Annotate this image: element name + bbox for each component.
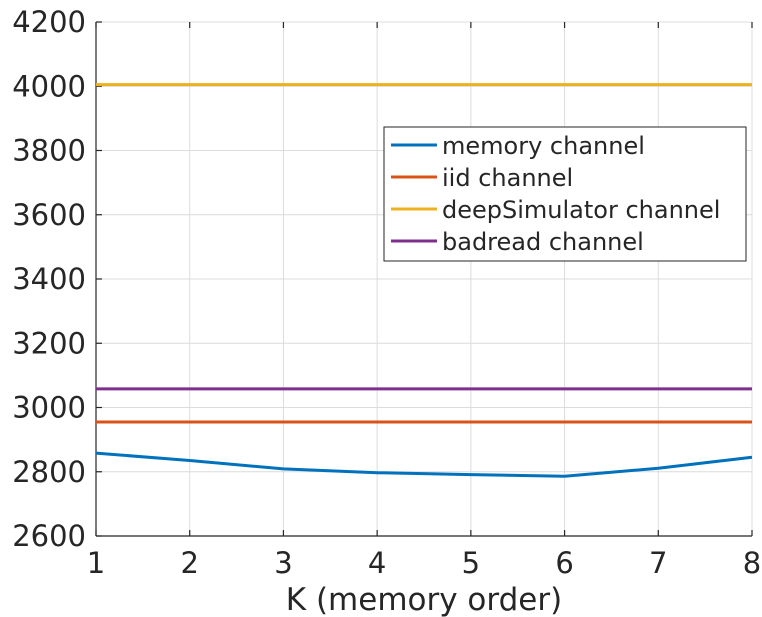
- y-tick-label: 3600: [12, 198, 86, 232]
- data-series: [95, 83, 753, 478]
- x-axis-label: K (memory order): [286, 582, 562, 617]
- x-tick-label: 1: [87, 546, 105, 580]
- y-tick-label: 3400: [12, 262, 86, 296]
- y-tick-label: 2600: [12, 519, 86, 553]
- x-tick-label: 4: [368, 546, 386, 580]
- y-tick-label: 4200: [12, 5, 86, 39]
- x-tick-label: 2: [180, 546, 198, 580]
- legend-entry-label: iid channel: [442, 164, 573, 192]
- legend-entry-label: memory channel: [442, 132, 645, 160]
- axes: [95, 21, 753, 537]
- y-tick-label: 3200: [12, 326, 86, 360]
- y-tick-label: 3000: [12, 391, 86, 425]
- x-tick-label: 7: [649, 546, 667, 580]
- legend-entry-label: badread channel: [442, 228, 644, 256]
- x-tick-label: 6: [555, 546, 573, 580]
- y-tick-label: 4000: [12, 69, 86, 103]
- legend-box: [383, 126, 747, 262]
- x-tick-labels: 1 2 3 4 5 6 7 8: [87, 546, 761, 580]
- x-tick-label: 5: [462, 546, 480, 580]
- series-line-memory-channel: [95, 451, 753, 478]
- x-tick-label: 3: [274, 546, 292, 580]
- y-tick-label: 3800: [12, 134, 86, 168]
- y-tick-label: 2800: [12, 455, 86, 489]
- x-tick-label: 8: [743, 546, 761, 580]
- legend-entry-label: deepSimulator channel: [442, 196, 720, 224]
- legend: memory channel iid channel deepSimulator c…: [383, 126, 747, 262]
- y-tick-labels: 2600 2800 3000 3200 3400 3600 3800 4000 4200: [12, 5, 86, 553]
